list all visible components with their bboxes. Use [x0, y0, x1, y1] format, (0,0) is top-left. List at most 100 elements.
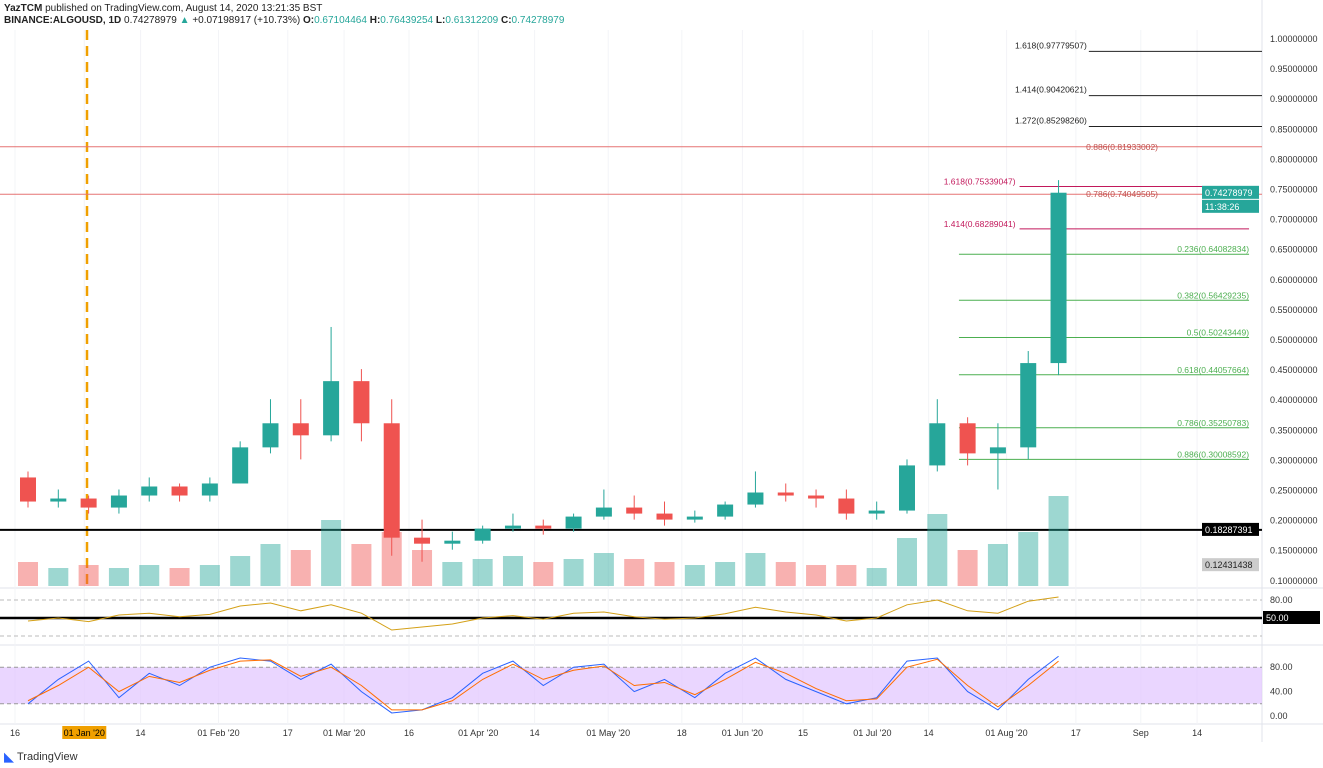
- stoch-d-line: [27, 658, 1059, 711]
- time-tick: 01 Jul '20: [853, 728, 891, 738]
- candle-body: [626, 507, 643, 514]
- time-tick: 01 Mar '20: [323, 728, 365, 738]
- price-tick: 0.75000000: [1270, 185, 1318, 195]
- brand-name: TradingView: [17, 751, 78, 763]
- date-highlight: [62, 726, 107, 739]
- low-value: 0.61312209: [445, 15, 499, 26]
- price-tick: 0.80000000: [1270, 154, 1318, 164]
- volume-bar: [199, 565, 220, 586]
- volume-bar: [1048, 496, 1069, 586]
- volume-bar: [896, 538, 917, 586]
- last-price-label: 0.74278979: [1205, 188, 1253, 198]
- candle-body: [1020, 363, 1037, 448]
- candle-body: [292, 423, 309, 436]
- stoch-tick: 40.00: [1270, 687, 1293, 697]
- price-tick: 0.70000000: [1270, 215, 1318, 225]
- price-tick: 0.65000000: [1270, 245, 1318, 255]
- price-tick: 0.60000000: [1270, 275, 1318, 285]
- candle-body: [504, 525, 521, 529]
- volume-bar: [230, 556, 251, 586]
- time-tick: 17: [1071, 728, 1081, 738]
- symbol[interactable]: BINANCE:ALGOUSD, 1D: [4, 15, 122, 26]
- price-tick: 0.50000000: [1270, 335, 1318, 345]
- volume-bar: [593, 553, 614, 586]
- tradingview-logo-icon: ◣: [4, 749, 14, 764]
- volume-bar: [836, 565, 857, 586]
- candle-body: [989, 447, 1006, 454]
- fib-level-label: 1.618(0.75339047): [944, 176, 1016, 186]
- candle-body: [353, 381, 370, 424]
- time-tick: 18: [677, 728, 687, 738]
- low-label: L:: [435, 15, 446, 26]
- volume-bar: [169, 568, 190, 586]
- publish-info: YazTCM published on TradingView.com, Aug…: [4, 3, 322, 14]
- fib-level-label: 1.414(0.68289041): [944, 219, 1016, 229]
- candle-body: [110, 495, 127, 508]
- candle-body: [171, 486, 188, 496]
- last-price: 0.74278979: [124, 15, 177, 26]
- rsi-tick: 80.00: [1270, 595, 1293, 605]
- volume-bar: [78, 565, 99, 586]
- price-tick: 0.55000000: [1270, 305, 1318, 315]
- candle-body: [414, 537, 431, 544]
- volume-bar: [987, 544, 1008, 586]
- fib-level-label: 0.786(0.35250783): [1177, 418, 1249, 428]
- volume-bar: [624, 559, 645, 586]
- fib-level-label: 1.618(0.97779507): [1015, 40, 1087, 50]
- tradingview-logo[interactable]: ◣ TradingView: [4, 749, 78, 765]
- volume-bar: [108, 568, 129, 586]
- price-tick: 0.95000000: [1270, 64, 1318, 74]
- support-label-bg: [1202, 522, 1259, 536]
- volume-bar: [806, 565, 827, 586]
- countdown-label: 11:38:26: [1205, 202, 1239, 212]
- rsi-level-label-bg: [1263, 611, 1320, 624]
- last-price-label-bg: [1202, 185, 1259, 199]
- price-tick: 0.10000000: [1270, 576, 1318, 586]
- up-arrow-icon: ▲: [179, 15, 190, 26]
- fib-level-label: 1.272(0.85298260): [1015, 116, 1087, 126]
- support-label: 0.18287391: [1205, 525, 1253, 535]
- time-tick: 14: [530, 728, 540, 738]
- candle-body: [323, 381, 340, 436]
- stoch-tick: 0.00: [1270, 711, 1288, 721]
- stoch-tick: 80.00: [1270, 662, 1293, 672]
- horizontal-line-label: 0.786(0.74049505): [1086, 189, 1158, 199]
- volume-bar: [745, 553, 766, 586]
- rsi-level-label: 50.00: [1266, 613, 1289, 623]
- candle-body: [686, 516, 703, 520]
- time-tick: 14: [136, 728, 146, 738]
- candle-body: [232, 447, 249, 484]
- candle-body: [929, 423, 946, 466]
- candle-body: [898, 465, 915, 511]
- volume-bar: [260, 544, 281, 586]
- open-label: O:: [302, 15, 315, 26]
- price-tick: 0.20000000: [1270, 516, 1318, 526]
- open-value: 0.67104464: [314, 15, 367, 26]
- price-tick: 0.25000000: [1270, 486, 1318, 496]
- candle-body: [1050, 192, 1067, 364]
- fib-level-label: 0.886(0.30008592): [1177, 449, 1249, 459]
- candle-body: [474, 528, 491, 541]
- volume-bar: [442, 562, 463, 586]
- time-tick: Sep: [1133, 728, 1149, 738]
- volume-label-bg: [1202, 558, 1259, 572]
- price-tick: 0.90000000: [1270, 94, 1318, 104]
- time-tick: 01 Apr '20: [458, 728, 498, 738]
- candle-body: [444, 540, 461, 544]
- publisher: YazTCM: [4, 3, 43, 14]
- published-text: published on TradingView.com, August 14,…: [45, 3, 323, 14]
- price-change: +0.07198917 (+10.73%): [192, 15, 301, 26]
- candle-body: [565, 516, 582, 529]
- candle-body: [80, 498, 97, 508]
- candle-body: [747, 492, 764, 505]
- high-label: H:: [369, 15, 381, 26]
- horizontal-line-label: 0.886(0.81933002): [1086, 142, 1158, 152]
- time-tick-highlight: 01 Jan '20: [64, 728, 105, 738]
- close-value: 0.74278979: [511, 15, 565, 26]
- time-tick: 01 Aug '20: [985, 728, 1027, 738]
- candle-body: [959, 423, 976, 454]
- volume-bar: [957, 550, 978, 586]
- volume-bar: [412, 550, 433, 586]
- price-tick: 0.35000000: [1270, 425, 1318, 435]
